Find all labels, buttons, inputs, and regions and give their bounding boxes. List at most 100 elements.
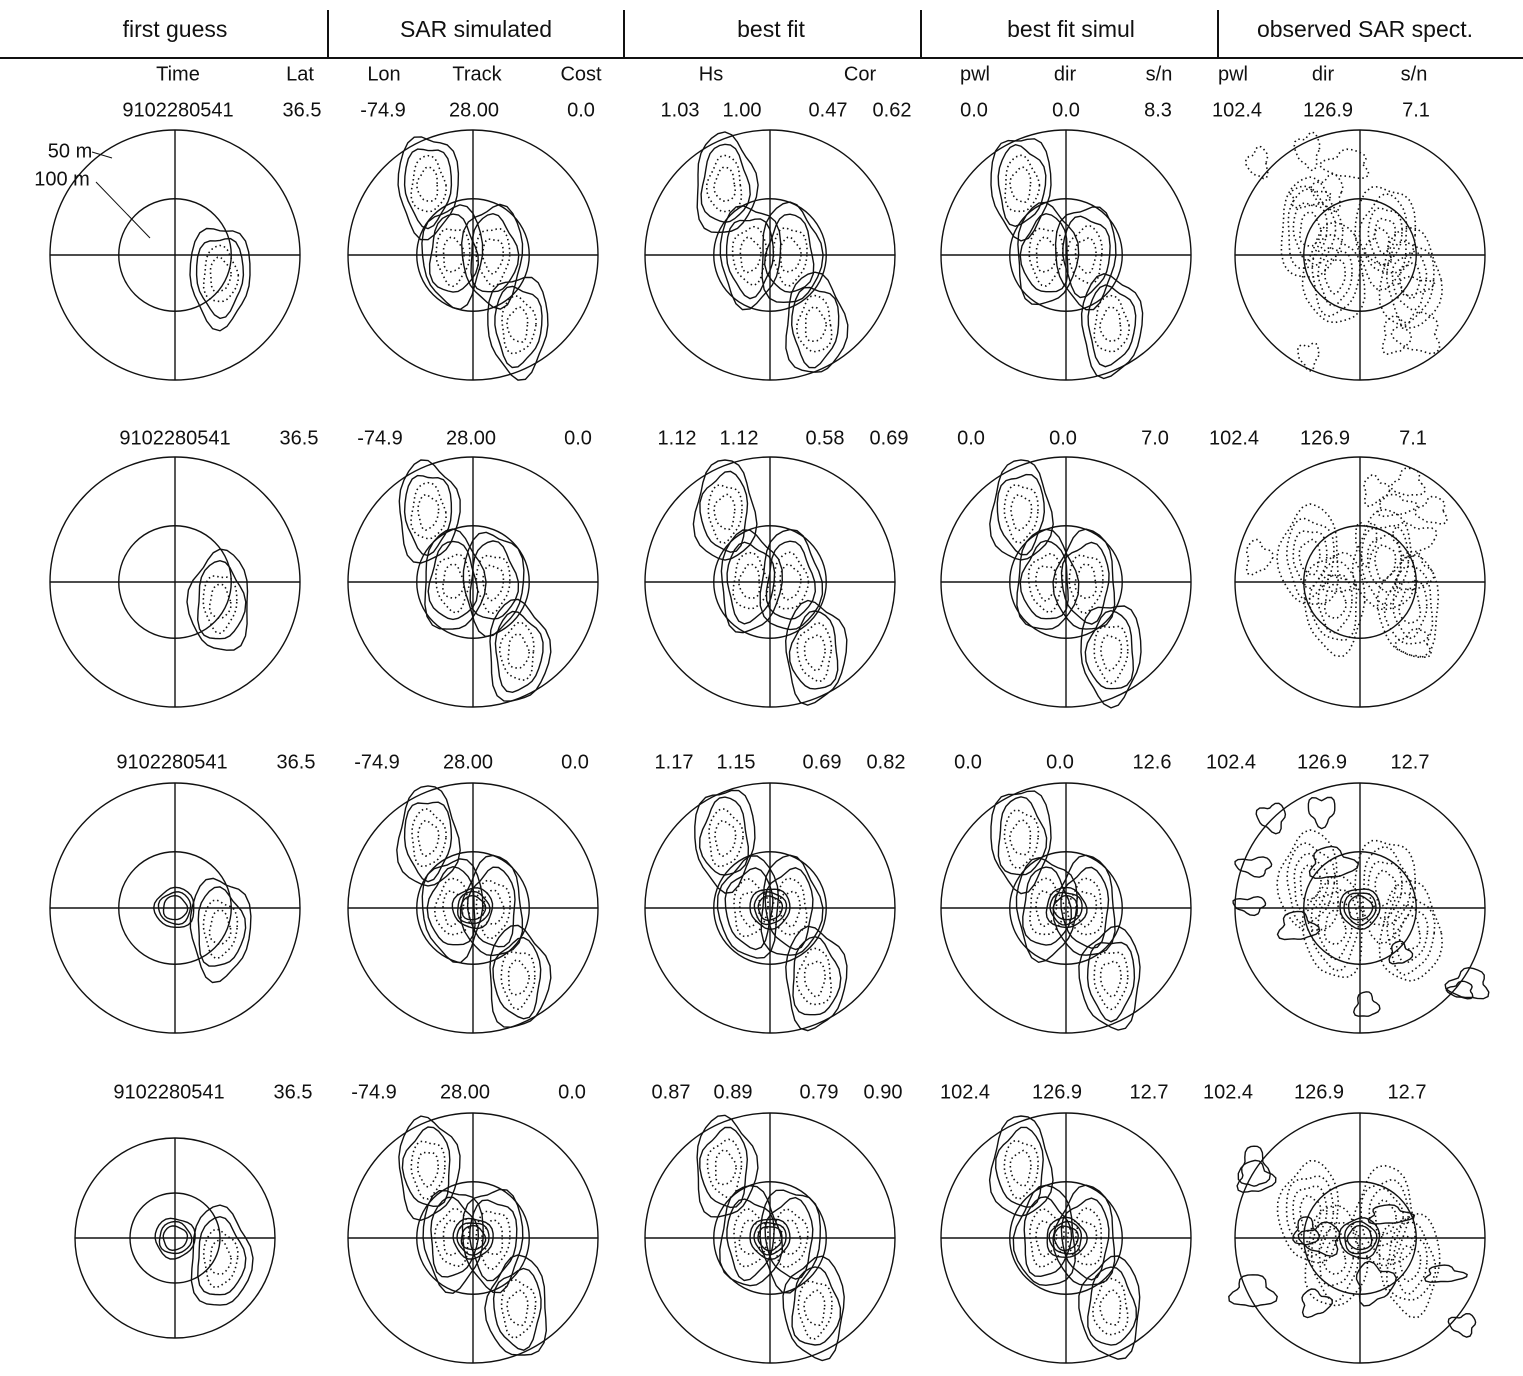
contour — [696, 1114, 759, 1218]
contour — [764, 867, 814, 951]
contour — [1386, 1221, 1437, 1301]
contour — [1289, 185, 1332, 209]
contour — [990, 790, 1052, 895]
contour — [753, 891, 788, 926]
contour — [724, 867, 774, 951]
contour — [1374, 544, 1397, 582]
contour — [489, 598, 552, 702]
sub-header: Track — [452, 63, 502, 85]
contour — [459, 854, 524, 957]
spectrum-plot — [347, 782, 599, 1034]
contour — [765, 540, 817, 620]
row-value: 0.0 — [564, 427, 592, 449]
contour — [403, 801, 453, 883]
contour — [803, 634, 826, 672]
row-value: 0.0 — [561, 751, 589, 773]
column-header: first guess — [123, 16, 228, 42]
contour — [772, 1208, 809, 1269]
row-value: 126.9 — [1294, 1081, 1344, 1103]
contour — [1360, 1179, 1410, 1262]
contour — [1060, 866, 1110, 949]
contour — [804, 306, 828, 342]
contour — [426, 865, 476, 946]
contour — [1019, 539, 1069, 620]
contour — [699, 1126, 749, 1209]
contour — [1287, 188, 1337, 269]
contour — [1067, 225, 1103, 285]
row-value: 12.7 — [1388, 1081, 1427, 1103]
contour — [480, 1219, 504, 1256]
contour — [1339, 888, 1381, 931]
contour — [1367, 1204, 1416, 1225]
contour — [1352, 991, 1381, 1017]
sub-header: pwl — [960, 63, 990, 85]
contour — [1388, 940, 1414, 965]
contour — [498, 621, 535, 681]
contour — [190, 1204, 254, 1306]
contour — [189, 227, 251, 332]
contour — [1028, 1208, 1065, 1268]
contour — [1078, 1255, 1141, 1360]
contour — [1232, 895, 1267, 917]
contour — [416, 1151, 440, 1188]
row-value: 36.5 — [283, 99, 322, 121]
contour — [1293, 852, 1330, 912]
contour — [1048, 1220, 1083, 1255]
ring-label: 100 m — [34, 168, 90, 190]
row-value: 0.69 — [803, 751, 842, 773]
spectrum-plot — [49, 129, 301, 381]
contour — [796, 294, 833, 353]
row-value: 7.0 — [1141, 427, 1169, 449]
contour — [398, 1115, 461, 1222]
contour — [761, 201, 824, 304]
contour — [456, 890, 491, 925]
contour — [1003, 1139, 1039, 1200]
contour — [997, 143, 1047, 228]
contour — [997, 796, 1048, 876]
contour — [1346, 1224, 1373, 1251]
contour — [1027, 552, 1064, 614]
contour — [714, 819, 737, 858]
contour — [1045, 886, 1088, 929]
row-value: 1.12 — [720, 427, 759, 449]
contour — [1100, 634, 1123, 672]
contour — [1099, 1289, 1122, 1326]
row-value: 7.1 — [1399, 427, 1427, 449]
contour — [791, 1266, 842, 1346]
contour — [749, 1218, 791, 1261]
spectrum-plot — [940, 1112, 1192, 1364]
contour — [403, 148, 453, 230]
row-value: 126.9 — [1300, 427, 1350, 449]
contour — [196, 559, 247, 640]
contour — [1299, 211, 1322, 248]
contour — [757, 895, 783, 922]
contour — [1099, 960, 1122, 998]
contour — [462, 531, 525, 638]
contour — [202, 1228, 239, 1289]
row-value: 1.17 — [655, 751, 694, 773]
contour — [1028, 227, 1064, 287]
row-value: 12.7 — [1391, 751, 1430, 773]
contour — [795, 947, 833, 1006]
row-value: 0.89 — [714, 1081, 753, 1103]
contour — [1394, 550, 1435, 591]
contour — [1093, 625, 1129, 685]
contour — [719, 205, 782, 311]
contour — [1078, 925, 1141, 1031]
contour — [996, 473, 1046, 556]
sub-header: s/n — [1401, 63, 1428, 85]
row-value: 0.0 — [960, 99, 988, 121]
contour — [422, 1189, 484, 1295]
contour — [1292, 202, 1328, 262]
contour — [719, 1184, 784, 1287]
contour — [1391, 250, 1428, 312]
contour — [1080, 605, 1142, 709]
sub-header: Hs — [699, 63, 723, 85]
spectrum-plot — [49, 782, 301, 1034]
contour — [1074, 890, 1098, 928]
row-value: 12.7 — [1130, 1081, 1169, 1103]
contour — [507, 633, 531, 669]
contour — [1308, 845, 1360, 880]
spectrum-plot — [940, 782, 1192, 1034]
